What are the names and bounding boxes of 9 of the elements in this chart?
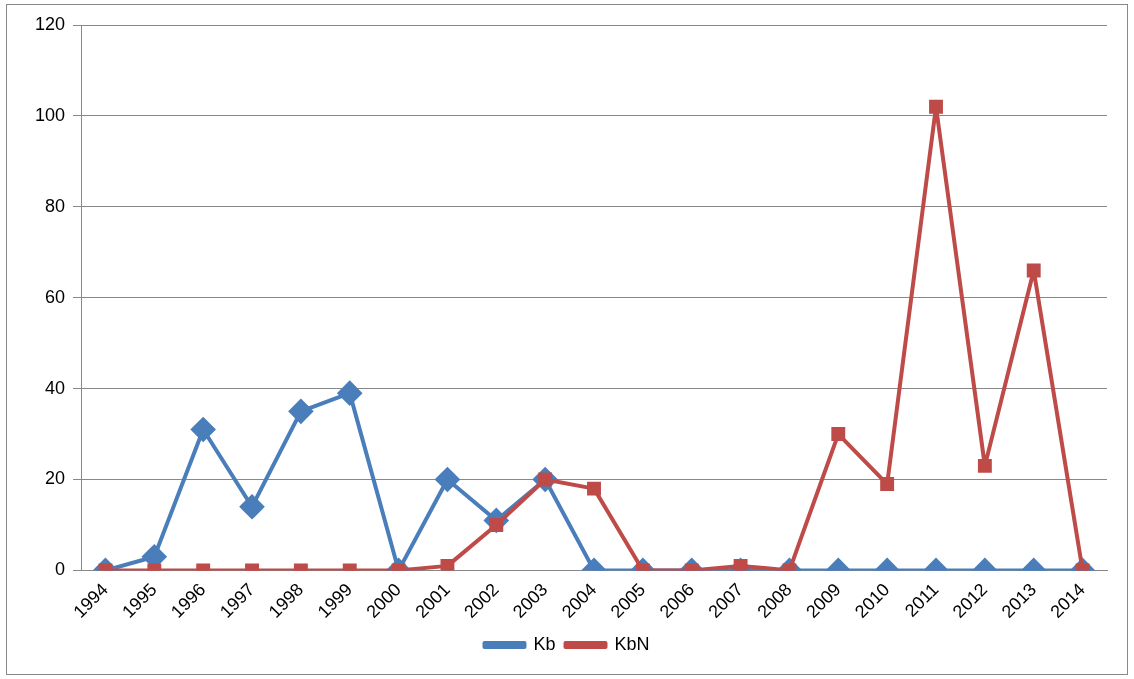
y-tick-label: 80 [45, 195, 66, 216]
legend-label: Kb [533, 633, 556, 654]
y-tick-label: 20 [45, 468, 66, 489]
y-tick-label: 60 [45, 286, 66, 307]
y-tick-label: 40 [45, 377, 66, 398]
y-tick-label: 100 [34, 104, 66, 125]
legend-label: KbN [614, 633, 650, 654]
y-tick-label: 0 [55, 559, 66, 580]
y-tick-label: 120 [34, 13, 66, 34]
